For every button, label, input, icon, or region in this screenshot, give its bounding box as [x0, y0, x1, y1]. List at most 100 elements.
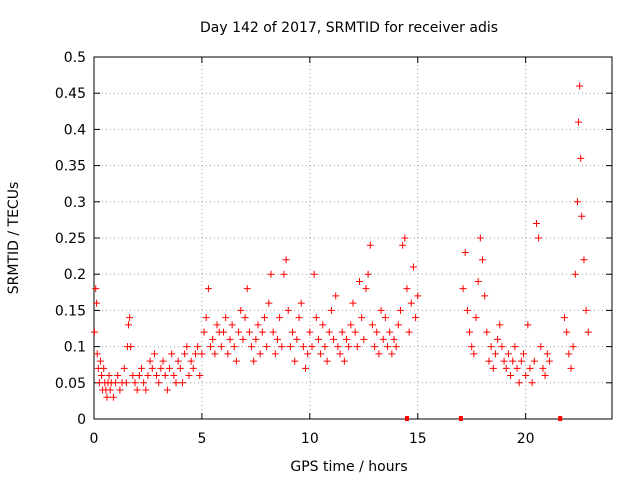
data-point: [466, 328, 474, 336]
data-point: [228, 321, 236, 329]
data-point: [526, 364, 534, 372]
y-tick-label: 0.45: [55, 86, 86, 102]
data-point: [98, 372, 106, 380]
data-point: [312, 314, 320, 322]
data-point: [321, 343, 329, 351]
data-point: [135, 372, 143, 380]
data-point: [381, 314, 389, 322]
data-point: [330, 335, 338, 343]
data-point: [513, 364, 521, 372]
data-point: [263, 343, 271, 351]
data-point: [114, 372, 122, 380]
data-point: [211, 350, 219, 358]
data-point: [394, 321, 402, 329]
data-point: [412, 314, 420, 322]
data-point: [561, 314, 569, 322]
data-point: [405, 328, 413, 336]
data-point: [256, 350, 264, 358]
data-point: [327, 306, 335, 314]
y-tick-label: 0.4: [64, 122, 86, 138]
data-point: [386, 328, 394, 336]
data-point: [137, 364, 145, 372]
data-point: [254, 321, 262, 329]
data-point: [109, 393, 117, 401]
data-point: [198, 350, 206, 358]
data-point: [390, 335, 398, 343]
data-point: [496, 321, 504, 329]
x-tick-label: 15: [409, 431, 427, 447]
y-tick-label: 0.5: [64, 50, 86, 66]
data-point: [204, 285, 212, 293]
data-point: [468, 343, 476, 351]
data-point: [345, 343, 353, 351]
data-point: [355, 277, 363, 285]
data-point: [243, 285, 251, 293]
data-point: [580, 256, 588, 264]
data-point: [299, 343, 307, 351]
data-point: [353, 343, 361, 351]
y-tick-label: 0.2: [64, 267, 86, 283]
data-point: [269, 328, 277, 336]
data-point: [217, 343, 225, 351]
data-point: [286, 343, 294, 351]
data-point: [157, 364, 165, 372]
data-point: [170, 372, 178, 380]
data-point: [291, 357, 299, 365]
chart-title: Day 142 of 2017, SRMTID for receiver adi…: [200, 20, 498, 36]
data-point: [487, 343, 495, 351]
data-point: [237, 306, 245, 314]
data-point: [539, 364, 547, 372]
data-point: [122, 379, 130, 387]
x-tick-label: 5: [197, 431, 206, 447]
data-point: [267, 270, 275, 278]
data-point: [213, 321, 221, 329]
data-point: [245, 328, 253, 336]
data-point: [399, 241, 407, 249]
data-point: [401, 234, 409, 242]
data-point: [338, 328, 346, 336]
data-point: [479, 256, 486, 264]
data-point: [504, 350, 512, 358]
data-point: [90, 328, 98, 336]
data-point: [509, 357, 517, 365]
data-point: [481, 292, 489, 300]
data-point: [325, 328, 333, 336]
data-point: [304, 350, 312, 358]
data-point: [297, 299, 305, 307]
data-point: [485, 357, 493, 365]
data-point: [239, 335, 247, 343]
data-point: [364, 270, 372, 278]
data-point: [155, 379, 163, 387]
data-point: [463, 306, 471, 314]
data-point: [347, 321, 355, 329]
data-point: [498, 343, 506, 351]
data-point: [241, 314, 249, 322]
data-point: [258, 328, 266, 336]
gap-marker: [558, 416, 563, 421]
data-point: [569, 343, 577, 351]
data-point: [248, 343, 256, 351]
data-point: [310, 270, 318, 278]
data-point: [535, 234, 543, 242]
y-tick-label: 0.35: [55, 159, 86, 175]
data-point: [125, 321, 133, 329]
data-point: [140, 379, 148, 387]
data-point: [474, 277, 482, 285]
data-point: [537, 343, 545, 351]
data-point: [494, 335, 502, 343]
data-point: [377, 306, 385, 314]
data-point: [230, 343, 238, 351]
data-point: [368, 321, 376, 329]
data-point: [571, 270, 579, 278]
data-point: [371, 343, 379, 351]
data-point: [168, 350, 176, 358]
data-point: [252, 335, 260, 343]
data-point: [366, 241, 374, 249]
data-point: [459, 285, 467, 293]
data-point: [502, 364, 510, 372]
data-point: [507, 372, 515, 380]
data-point: [575, 118, 583, 126]
data-point: [384, 343, 392, 351]
